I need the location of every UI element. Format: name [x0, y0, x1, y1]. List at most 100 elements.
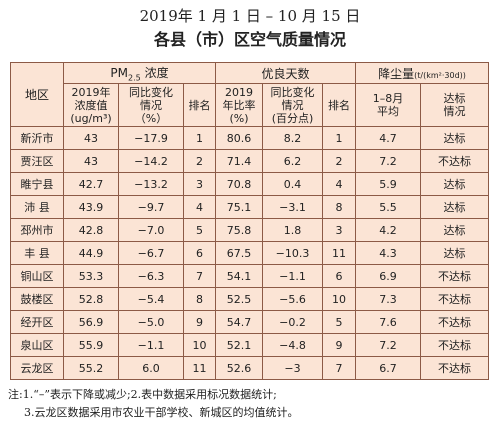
table-cell: 55.2	[63, 356, 119, 380]
air-quality-table: 地区 PM2.5 浓度 优良天数 降尘量(t/(km²·30d)) 2019年 浓…	[10, 62, 490, 380]
table-cell: 7	[321, 356, 357, 380]
table-cell: 42.8	[63, 218, 119, 242]
table-cell: −4.8	[262, 333, 323, 357]
table-cell: 7.2	[355, 149, 422, 173]
table-cell: −3.1	[262, 195, 323, 219]
table-cell: 不达标	[420, 149, 490, 173]
table-cell: 70.8	[215, 172, 263, 196]
header-cell: 1–8月 平均	[355, 83, 422, 127]
table-cell: 0.4	[262, 172, 323, 196]
table-cell: 6.9	[355, 264, 422, 288]
header-line: 平均	[377, 105, 400, 118]
table-cell: 71.4	[215, 149, 263, 173]
header-text: 浓度	[140, 65, 169, 80]
header-line: 情况	[281, 98, 304, 112]
table-cell: 54.1	[215, 264, 263, 288]
note-line: 3.云龙区数据采用市农业干部学校、新城区的均值统计。	[24, 406, 299, 419]
table-cell: 4.2	[355, 218, 422, 242]
table-cell: −17.9	[118, 126, 184, 150]
header-line: 同比变化	[270, 85, 315, 99]
table-cell: 3	[183, 172, 216, 196]
title-block: 2019年 1 月 1 日 – 10 月 15 日 各县（市）区空气质量情况	[0, 0, 500, 56]
table-cell: 5.9	[355, 172, 422, 196]
table-cell: 44.9	[63, 241, 119, 265]
table-cell: 10	[183, 333, 216, 357]
table-cell: 10	[321, 287, 357, 311]
table-cell: 42.7	[63, 172, 119, 196]
table-cell: −3	[262, 356, 323, 380]
table-cell: 7.3	[355, 287, 422, 311]
table-row: 邳州市 42.8 −7.0 5 75.8 1.8 3 4.2 达标	[10, 218, 490, 242]
table-cell: 4	[321, 172, 357, 196]
header-line: 2019年	[71, 85, 111, 99]
table-cell: −1.1	[262, 264, 323, 288]
title-main: 各县（市）区空气质量情况	[153, 30, 346, 49]
table-cell: −1.1	[118, 333, 184, 357]
table-cell: 8	[321, 195, 357, 219]
table-cell: 6.7	[355, 356, 422, 380]
table-cell: 沛 县	[10, 195, 64, 219]
table-cell: −9.7	[118, 195, 184, 219]
table-cell: 泉山区	[10, 333, 64, 357]
header-line: （%）	[134, 111, 168, 125]
table-cell: 80.6	[215, 126, 263, 150]
table-cell: 不达标	[420, 310, 490, 334]
table-cell: −13.2	[118, 172, 184, 196]
table-cell: 4	[183, 195, 216, 219]
notes: 注:1.“–”表示下降或减少;2.表中数据采用标况数据统计; 3.云龙区数据采用市…	[8, 386, 299, 422]
table-cell: 达标	[420, 126, 490, 150]
header-line: 同比变化	[129, 85, 173, 99]
header-cell: PM2.5 浓度	[63, 62, 216, 84]
table-cell: 6.2	[262, 149, 323, 173]
table-cell: 9	[183, 310, 216, 334]
header-line: 情况	[443, 105, 466, 118]
table-row: 经开区 56.9 −5.0 9 54.7 −0.2 5 7.6 不达标	[10, 310, 490, 334]
table-cell: 铜山区	[10, 264, 64, 288]
header-cell: 排名	[183, 83, 216, 127]
table-row: 新沂市 43 −17.9 1 80.6 8.2 1 4.7 达标	[10, 126, 490, 150]
table-body: 新沂市 43 −17.9 1 80.6 8.2 1 4.7 达标 贾汪区 43 −14.2 2 71.4 6…	[10, 126, 490, 380]
table-cell: 贾汪区	[10, 149, 64, 173]
table-cell: −5.0	[118, 310, 184, 334]
header-line: (ug/m³)	[70, 111, 112, 125]
table-cell: 达标	[420, 218, 490, 242]
table-cell: 不达标	[420, 264, 490, 288]
table-cell: 不达标	[420, 333, 490, 357]
header-text: 2.5	[128, 73, 141, 83]
header-row: 地区 PM2.5 浓度 优良天数 降尘量(t/(km²·30d))	[10, 62, 490, 127]
table-row: 贾汪区 43 −14.2 2 71.4 6.2 2 7.2 不达标	[10, 149, 490, 173]
table-cell: 经开区	[10, 310, 64, 334]
header-cell: 降尘量(t/(km²·30d))	[355, 62, 490, 84]
table-cell: 7.6	[355, 310, 422, 334]
table-cell: 5	[321, 310, 357, 334]
table-cell: 6.0	[118, 356, 184, 380]
table-cell: 达标	[420, 172, 490, 196]
table-cell: 邳州市	[10, 218, 64, 242]
table-cell: 1	[183, 126, 216, 150]
table-cell: 达标	[420, 241, 490, 265]
header-cell: 达标 情况	[420, 83, 490, 127]
table-cell: 43	[63, 149, 119, 173]
header-cell: 排名	[321, 83, 357, 127]
note-line: 注:1.“–”表示下降或减少;2.表中数据采用标况数据统计;	[8, 388, 277, 401]
table-cell: 7	[183, 264, 216, 288]
table-row: 鼓楼区 52.8 −5.4 8 52.5 −5.6 10 7.3 不达标	[10, 287, 490, 311]
table-cell: 11	[183, 356, 216, 380]
table-cell: 55.9	[63, 333, 119, 357]
table-cell: 8	[183, 287, 216, 311]
table-cell: 新沂市	[10, 126, 64, 150]
table-cell: −5.4	[118, 287, 184, 311]
header-row: 2019年 浓度值 (ug/m³) 同比变化 情况 （%） 排名 2019 年比率 (%) 同比变化…	[11, 83, 490, 127]
table-cell: −14.2	[118, 149, 184, 173]
table-cell: −6.7	[118, 241, 184, 265]
table-cell: 5.5	[355, 195, 422, 219]
header-cell: 优良天数	[214, 62, 357, 84]
table-cell: 6	[183, 241, 216, 265]
header-line: 2019	[225, 85, 253, 99]
header-unit: (t/(km²·30d))	[414, 70, 466, 80]
table-row: 铜山区 53.3 −6.3 7 54.1 −1.1 6 6.9 不达标	[10, 264, 490, 288]
table-cell: 7.2	[355, 333, 422, 357]
table-cell: 不达标	[420, 287, 490, 311]
header-line: 排名	[188, 98, 211, 112]
title-date: 2019年 1 月 1 日 – 10 月 15 日	[139, 7, 361, 25]
